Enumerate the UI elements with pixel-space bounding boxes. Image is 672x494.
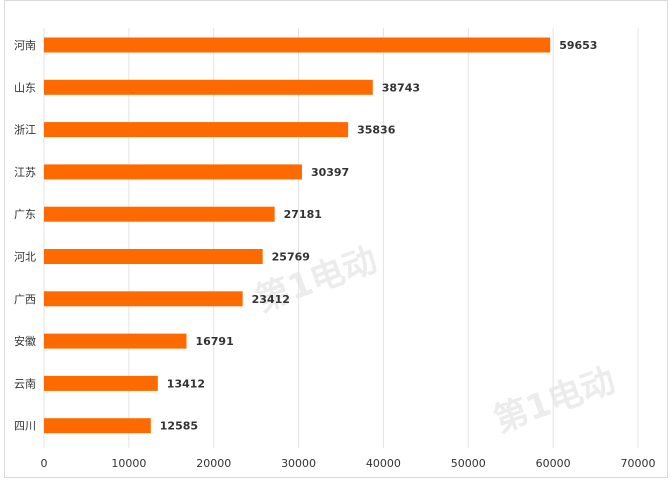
x-tick-label: 50000	[451, 457, 486, 470]
value-label: 38743	[382, 81, 420, 94]
value-label: 25769	[272, 251, 310, 264]
bar	[44, 122, 349, 138]
x-axis-ticks: 0 10000 20000 30000 40000 50000 60000 70000	[41, 457, 656, 470]
x-tick-label: 60000	[536, 457, 571, 470]
x-tick-label: 20000	[196, 457, 231, 470]
bar	[44, 164, 302, 180]
bar	[44, 291, 243, 307]
value-label: 27181	[284, 208, 322, 221]
chart-frame	[4, 0, 668, 478]
category-label: 云南	[14, 377, 36, 390]
category-label: 安徽	[14, 334, 36, 348]
category-label: 广西	[14, 293, 36, 306]
category-label: 河北	[14, 251, 36, 264]
value-label: 30397	[311, 166, 349, 179]
value-labels: 59653 38743 35836 30397 27181 25769 23412 16791…	[160, 39, 598, 433]
bars	[44, 37, 551, 434]
bar	[44, 79, 373, 95]
bar	[44, 375, 158, 391]
watermark-text: 第1电动	[251, 240, 383, 321]
value-label: 12585	[160, 420, 198, 433]
x-tick-label: 40000	[366, 457, 401, 470]
value-label: 35836	[357, 124, 396, 137]
bar	[44, 206, 275, 222]
category-label: 浙江	[14, 124, 36, 137]
x-tick-label: 10000	[111, 457, 146, 470]
watermark-layer: 第1电动 第1电动	[251, 240, 621, 441]
watermark-text: 第1电动	[489, 360, 621, 441]
x-tick-label: 0	[41, 457, 48, 470]
bar	[44, 333, 187, 349]
category-label: 广东	[14, 208, 36, 221]
category-label: 四川	[14, 420, 36, 433]
bar	[44, 418, 151, 434]
value-label: 13412	[167, 377, 205, 390]
category-label: 山东	[14, 81, 36, 94]
x-tick-label: 70000	[621, 457, 656, 470]
category-label: 河南	[14, 39, 36, 52]
value-label: 16791	[195, 335, 233, 348]
category-label: 江苏	[14, 166, 36, 179]
value-label: 23412	[252, 293, 290, 306]
bar	[44, 37, 551, 53]
bar	[44, 249, 263, 264]
value-label: 59653	[559, 39, 597, 52]
x-tick-label: 30000	[281, 457, 316, 470]
